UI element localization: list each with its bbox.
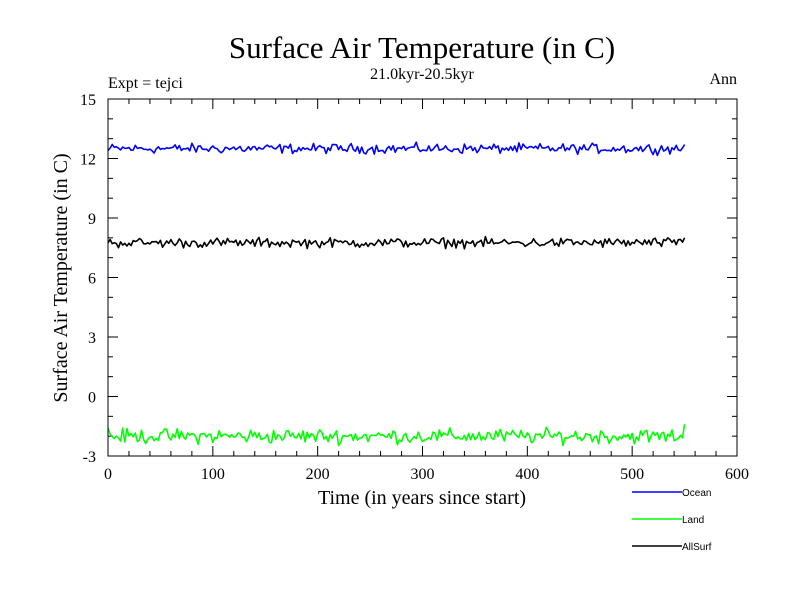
x-tick-label: 400 [515,466,539,483]
y-tick-label: 6 [88,271,96,288]
y-tick-label: 0 [88,390,96,407]
y-tick-label: 15 [80,92,96,109]
x-tick-label: 200 [306,466,330,483]
season-label: Ann [709,71,737,88]
y-tick-label: -3 [83,449,96,466]
plot-frame [107,98,738,457]
y-tick-label: 3 [88,330,96,347]
x-tick-label: 600 [725,466,749,483]
legend: Ocean Land AllSurf [632,488,712,553]
experiment-label: Expt = tejci [108,75,183,92]
series-lines [107,141,686,447]
y-tick-label: 12 [80,152,96,169]
y-tick-label: 9 [88,211,96,228]
series-line-land [107,424,686,447]
series-line-ocean [107,141,686,157]
legend-label-ocean: Ocean [682,488,711,499]
axis-ticks: 0 100 200 300 400 500 600 -3 0 3 6 9 12 15 [80,92,749,483]
x-tick-label: 500 [620,466,644,483]
x-axis-label: Time (in years since start) [318,487,526,509]
legend-label-allsurf: AllSurf [682,542,712,553]
chart-subtitle: 21.0kyr-20.5kyr [370,66,474,83]
legend-label-land: Land [682,515,704,526]
x-tick-label: 0 [104,466,112,483]
series-line-allsurf [107,235,686,250]
x-tick-label: 100 [201,466,225,483]
x-tick-label: 300 [411,466,435,483]
y-axis-label: Surface Air Temperature (in C) [50,153,72,402]
chart-title: Surface Air Temperature (in C) [229,30,615,65]
